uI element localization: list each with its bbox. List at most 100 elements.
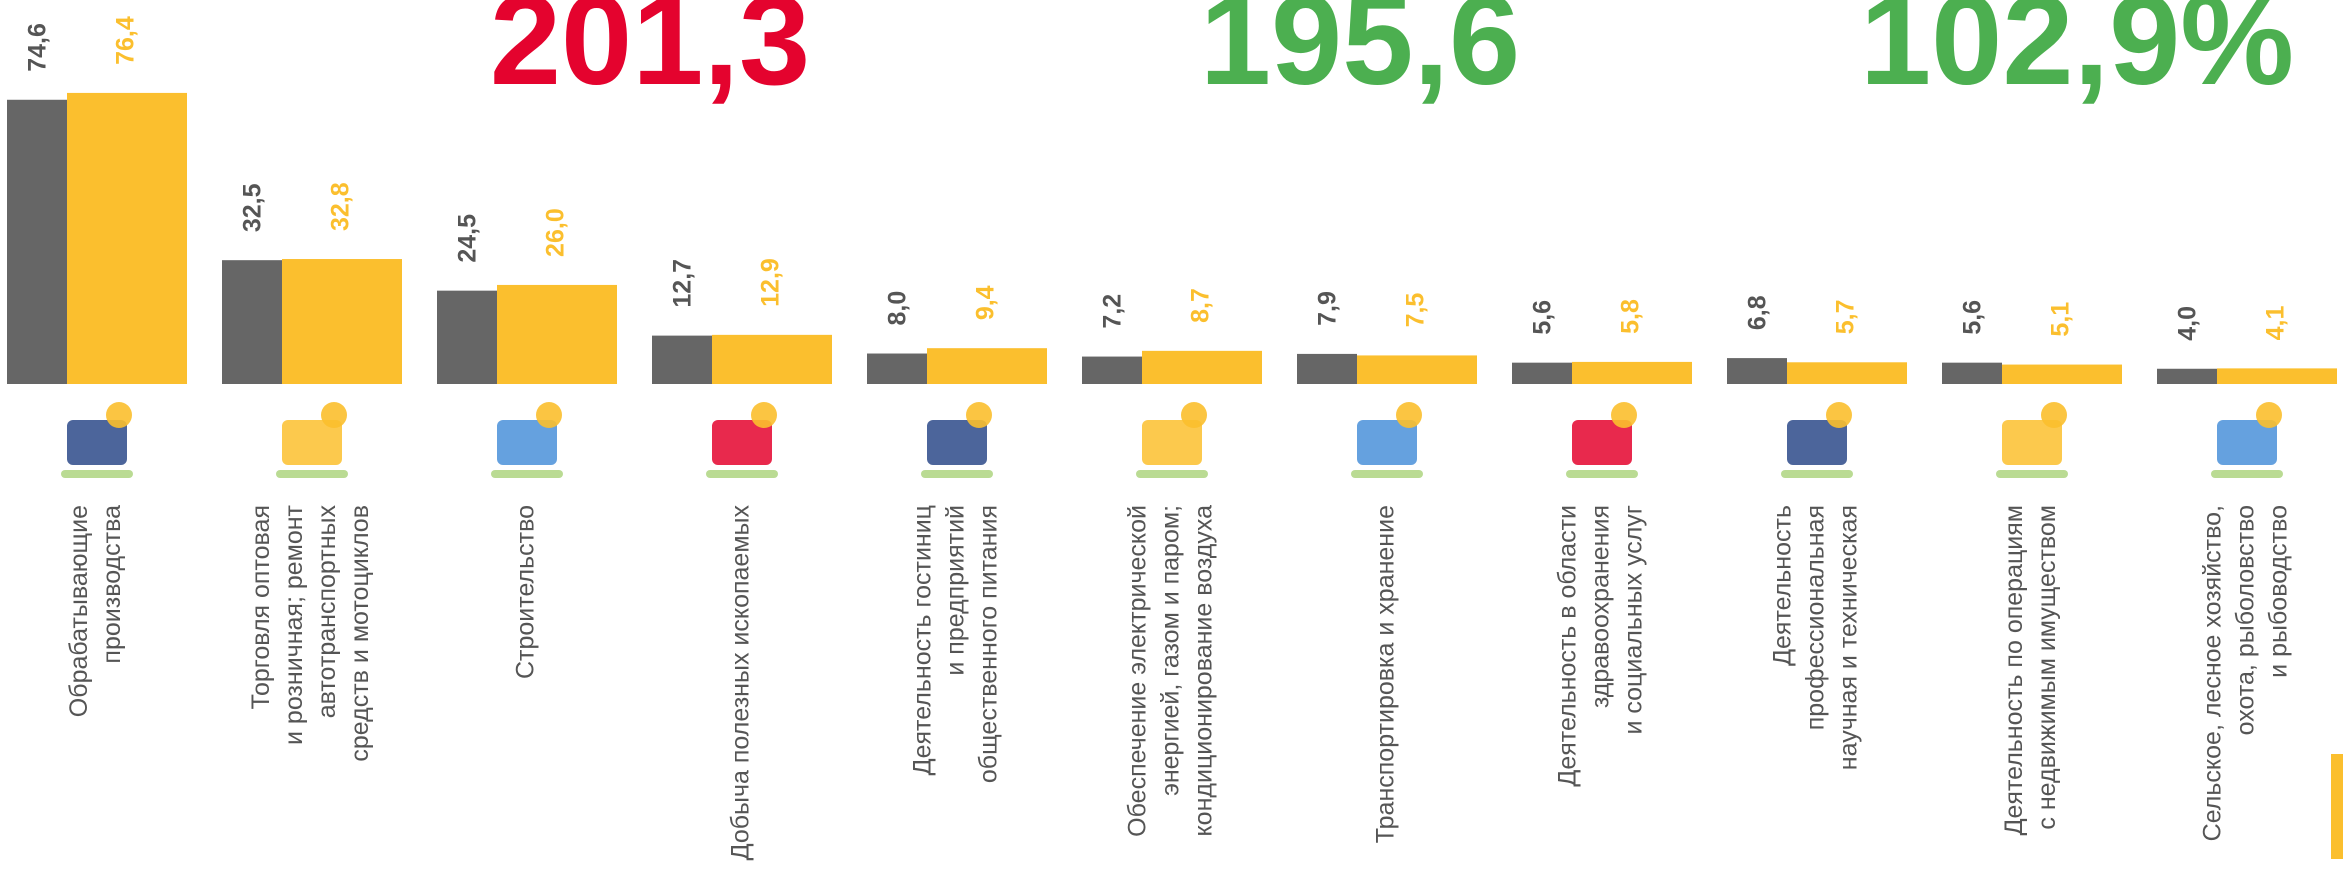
category-label: научная и техническая [1835, 505, 1863, 770]
value-label: 4,0 [2174, 306, 2202, 341]
bar [1082, 356, 1142, 384]
bar [1512, 362, 1572, 384]
category-label: с недвижимым имуществом [2033, 505, 2061, 830]
icon [706, 470, 778, 478]
value-label: 32,5 [239, 183, 267, 232]
category-label: и социальных услуг [1620, 505, 1648, 735]
value-label: 7,2 [1099, 294, 1127, 329]
category-label: Транспортировка и хранение [1372, 505, 1400, 843]
category-label: Деятельность по операциям [2000, 505, 2028, 835]
icon [497, 420, 557, 465]
category-label: и рыбоводство [2265, 505, 2293, 678]
category-label: здравоохранения [1587, 505, 1615, 708]
bar [1297, 353, 1357, 384]
bar [1357, 355, 1477, 384]
icon [712, 420, 772, 465]
icon [536, 402, 562, 428]
icon [1787, 420, 1847, 465]
icon [927, 420, 987, 465]
category-label: автотранспортных [313, 505, 341, 719]
icon [1396, 402, 1422, 428]
icon [321, 402, 347, 428]
bar [1942, 362, 2002, 384]
bar [1727, 358, 1787, 384]
icon [1566, 470, 1638, 478]
category-label: средств и мотоциклов [346, 505, 374, 762]
bar [2217, 368, 2337, 384]
icon [1136, 470, 1208, 478]
bar [222, 260, 282, 384]
category-label: производства [98, 505, 126, 664]
value-label: 5,6 [1529, 300, 1557, 335]
headline-number: 201,3 [490, 0, 810, 112]
category-label: Обрабатывающие [65, 505, 93, 717]
bar [712, 334, 832, 384]
value-label: 26,0 [542, 208, 570, 257]
value-label: 4,1 [2262, 306, 2290, 341]
decor-bar [2331, 754, 2343, 859]
icon [1181, 402, 1207, 428]
value-label: 12,7 [669, 259, 697, 308]
category-label: охота, рыболовство [2232, 505, 2260, 735]
bar [2002, 364, 2122, 384]
icon [921, 470, 993, 478]
icon [2211, 470, 2283, 478]
category-label: профессиональная [1802, 505, 1830, 730]
value-label: 5,6 [1959, 300, 1987, 335]
value-label: 74,6 [24, 23, 52, 72]
icon [751, 402, 777, 428]
category-label: Обеспечение электрической [1124, 505, 1152, 837]
value-label: 8,0 [884, 291, 912, 326]
bar [437, 290, 497, 384]
bar [67, 92, 187, 384]
icon [2041, 402, 2067, 428]
value-label: 5,1 [2047, 302, 2075, 337]
value-label: 5,7 [1832, 300, 1860, 335]
value-label: 24,5 [454, 214, 482, 263]
icon [1826, 402, 1852, 428]
category-label: кондиционирование воздуха [1190, 505, 1218, 837]
icon [2256, 402, 2282, 428]
category-label: энергией, газом и паром; [1157, 505, 1185, 796]
icon [1781, 470, 1853, 478]
icon [2002, 420, 2062, 465]
bar [652, 335, 712, 384]
icon [276, 470, 348, 478]
icon [1572, 420, 1632, 465]
value-label: 12,9 [757, 258, 785, 307]
category-label: и предприятий [942, 505, 970, 676]
icon [1357, 420, 1417, 465]
icon [2217, 420, 2277, 465]
category-label: Деятельность в области [1554, 505, 1582, 787]
value-label: 8,7 [1187, 288, 1215, 323]
value-label: 5,8 [1617, 299, 1645, 334]
icon [1611, 402, 1637, 428]
bar [7, 99, 67, 385]
value-label: 32,8 [327, 182, 355, 231]
bar [927, 348, 1047, 384]
category-label: и розничная; ремонт [280, 504, 308, 745]
icon [1996, 470, 2068, 478]
icon [1351, 470, 1423, 478]
bar [2157, 368, 2217, 384]
value-label: 76,4 [112, 16, 140, 65]
bar [497, 284, 617, 384]
icon [67, 420, 127, 465]
category-label: общественного питания [975, 505, 1003, 783]
icon [1142, 420, 1202, 465]
icon [61, 470, 133, 478]
category-label: Деятельность гостиниц [909, 505, 937, 775]
category-label: Торговля оптовая [247, 505, 275, 709]
value-label: 7,5 [1402, 293, 1430, 328]
bar [1572, 361, 1692, 384]
icon [491, 470, 563, 478]
headline-number: 195,6 [1200, 0, 1520, 112]
category-label: Строительство [512, 505, 540, 679]
value-label: 7,9 [1314, 291, 1342, 326]
icon [966, 402, 992, 428]
value-label: 9,4 [972, 285, 1000, 320]
bar [1142, 350, 1262, 384]
value-label: 6,8 [1744, 295, 1772, 330]
icon [106, 402, 132, 428]
